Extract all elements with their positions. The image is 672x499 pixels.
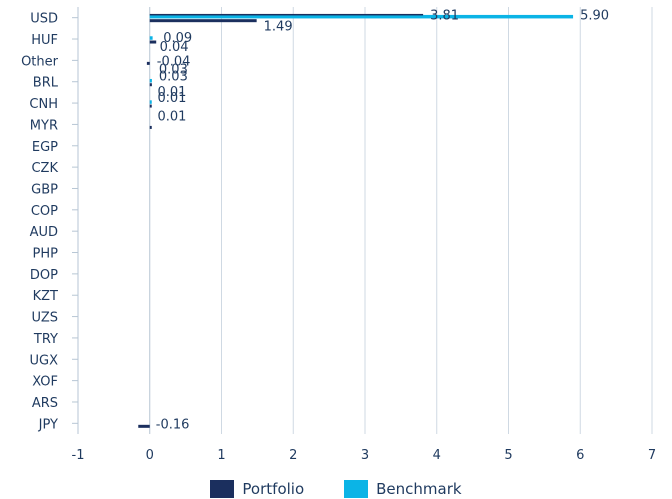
data-label-usd: 3.81 (430, 9, 459, 24)
bar-portfolio-jpy (138, 424, 150, 428)
legend-item-portfolio[interactable]: Portfolio (210, 479, 305, 498)
y-tick-label-dop: DOP (30, 268, 58, 283)
bar-portfolio-huf (149, 40, 157, 44)
y-tick-label-aud: AUD (30, 225, 58, 240)
bar-portfolio-myr (149, 125, 152, 129)
y-tick-label-myr: MYR (30, 118, 58, 133)
y-tick-label-other: Other (21, 54, 59, 69)
y-tick-label-uzs: UZS (32, 311, 58, 326)
legend-label-benchmark: Benchmark (376, 479, 462, 498)
y-tick-label-ugx: UGX (30, 353, 59, 368)
data-label-cnh: 0.01 (157, 85, 186, 100)
bar-portfolio-other (146, 61, 150, 65)
y-tick-label-egp: EGP (32, 140, 58, 155)
y-tick-label-jpy: JPY (38, 417, 58, 432)
y-tick-label-cop: COP (31, 204, 58, 219)
x-tick-label: 4 (433, 448, 441, 463)
x-tick-label: 1 (217, 448, 225, 463)
data-label-brl: 0.03 (159, 70, 188, 85)
y-tick-label-huf: HUF (31, 33, 58, 48)
y-tick-label-usd: USD (30, 12, 58, 27)
x-tick-label: 3 (361, 448, 369, 463)
chart-legend: Portfolio Benchmark (0, 478, 672, 499)
y-tick-label-gbp: GBP (31, 182, 58, 197)
bar-portfolio-brl (149, 83, 152, 87)
legend-swatch-portfolio (210, 479, 235, 498)
x-tick-label: 5 (504, 448, 512, 463)
bar-portfolio-cnh (149, 104, 152, 108)
bar-series2-usd (149, 13, 424, 16)
data-label-huf: 0.04 (160, 40, 189, 55)
data-label-cnh: 0.01 (157, 91, 186, 106)
data-label-usd: 1.49 (264, 20, 293, 35)
y-tick-label-czk: CZK (31, 161, 58, 176)
y-tick-label-brl: BRL (33, 76, 59, 91)
data-label-myr: 0.01 (157, 109, 186, 124)
y-tick-label-xof: XOF (32, 375, 58, 390)
legend-item-benchmark[interactable]: Benchmark (344, 479, 462, 498)
bar-benchmark-usd (149, 14, 574, 19)
fx-exposure-chart: USD HUF Other BRL CNH MYR EGP CZK GBP COP AUD PHP DO… (21, 7, 656, 463)
data-label-brl: 0.03 (159, 63, 188, 78)
data-label-huf: 0.09 (163, 31, 192, 46)
x-tick-label: 7 (648, 448, 656, 463)
y-tick-label-kzt: KZT (33, 289, 58, 304)
data-label-usd: 5.90 (580, 9, 609, 24)
legend-label-portfolio: Portfolio (242, 479, 305, 498)
y-tick-label-cnh: CNH (29, 97, 58, 112)
bar-portfolio-usd (149, 19, 257, 23)
data-label-jpy: -0.16 (156, 417, 190, 432)
y-tick-label-try: TRY (33, 332, 58, 347)
data-label-other: -0.04 (157, 54, 191, 69)
bar-benchmark-cnh (149, 100, 152, 104)
bar-benchmark-huf (149, 36, 153, 40)
x-tick-label: 2 (289, 448, 297, 463)
x-tick-label: 0 (146, 448, 154, 463)
x-tick-label: -1 (72, 448, 85, 463)
y-tick-label-php: PHP (33, 247, 59, 262)
legend-swatch-benchmark (344, 479, 369, 498)
x-tick-label: 6 (576, 448, 584, 463)
y-tick-label-ars: ARS (32, 396, 58, 411)
bar-benchmark-brl (149, 78, 152, 83)
